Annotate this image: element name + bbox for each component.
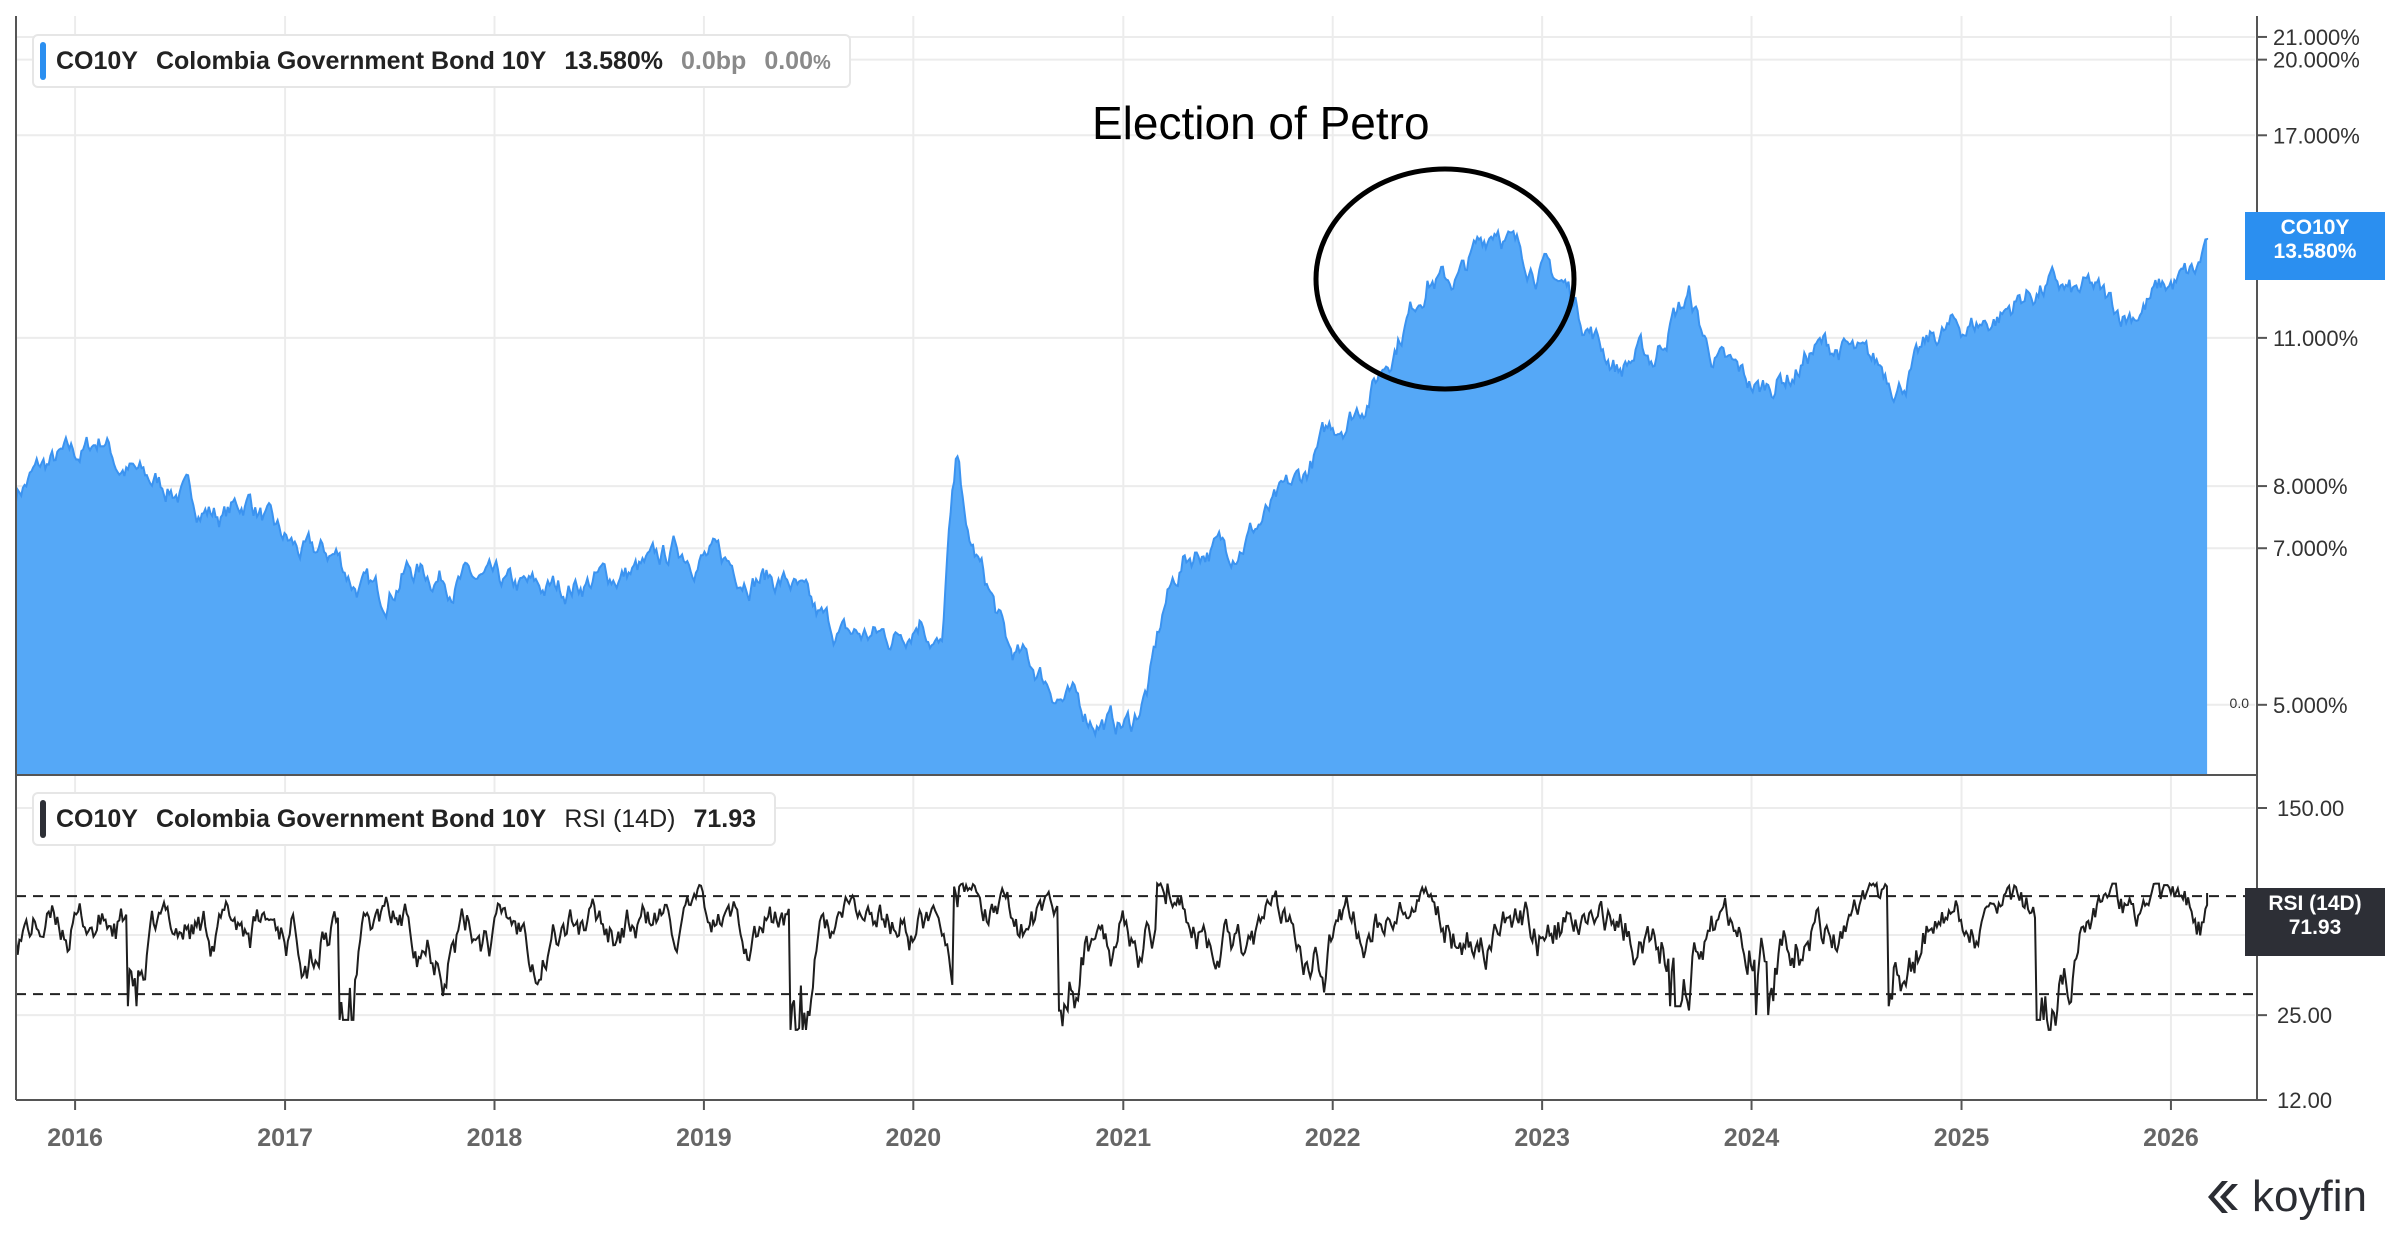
rsi-tag-value: 71.93 — [2288, 916, 2342, 939]
x-tick-label: 2018 — [467, 1124, 523, 1152]
x-tick-label: 2017 — [257, 1124, 313, 1152]
x-tick-label: 2024 — [1724, 1124, 1780, 1152]
x-tick-label: 2020 — [886, 1124, 942, 1152]
rsi-y-tick-label: 25.00 — [2277, 1003, 2332, 1028]
price-y-tick-label: 7.000% — [2273, 536, 2348, 561]
rsi-legend-indicator: RSI (14D) — [564, 804, 676, 833]
x-tick-label: 2023 — [1514, 1124, 1570, 1152]
rsi-y-tick-label: 150.00 — [2277, 796, 2344, 821]
price-y-axis: 5.000% 7.000% 8.000% 11.000% 17.000% 20.000%2… — [2230, 25, 2360, 718]
koyfin-logo-text: koyfin — [2252, 1172, 2367, 1221]
x-tick-label: 2022 — [1305, 1124, 1361, 1152]
price-y-tick-label: 21.000% — [2273, 25, 2360, 50]
rsi-legend-name: Colombia Government Bond 10Y — [155, 804, 547, 833]
election-annotation-text: Election of Petro — [1092, 97, 1430, 149]
rsi-gridlines — [16, 807, 2255, 1101]
x-tick-label: 2021 — [1095, 1124, 1151, 1152]
chart-frame — [15, 16, 2258, 1101]
rsi-tag-label: RSI (14D) — [2268, 892, 2362, 915]
price-legend-name: Colombia Government Bond 10Y — [155, 46, 547, 75]
price-y-tick-label: 5.000% — [2273, 693, 2348, 718]
price-legend-color-bar — [40, 42, 46, 80]
x-tick-label: 2025 — [1934, 1124, 1990, 1152]
price-legend-change-pct: 0.00% — [764, 46, 831, 75]
price-legend-ticker: CO10Y — [56, 46, 138, 75]
rsi-last-value-tag: RSI (14D) 71.93 — [2245, 888, 2385, 956]
zero-label: 0.0 — [2230, 695, 2250, 711]
rsi-line-series — [15, 880, 2209, 1031]
rsi-legend-ticker: CO10Y — [56, 804, 138, 833]
price-legend-value: 13.580% — [564, 46, 664, 75]
rsi-line — [15, 880, 2209, 1031]
price-last-value-tag: CO10Y 13.580% — [2245, 212, 2385, 280]
rsi-legend-value: 71.93 — [693, 804, 757, 833]
rsi-legend[interactable]: CO10Y Colombia Government Bond 10Y RSI (… — [32, 792, 777, 846]
time-x-axis: 2016 2017 2018 2019 2020 2021 2022 2023 2024 2025… — [47, 1100, 2199, 1152]
price-tag-value: 13.580% — [2273, 240, 2357, 263]
koyfin-logo-icon — [2208, 1181, 2238, 1213]
price-tag-ticker: CO10Y — [2280, 216, 2350, 239]
price-area-series — [15, 227, 2209, 775]
rsi-legend-color-bar — [40, 800, 46, 838]
price-y-tick-label: 8.000% — [2273, 474, 2348, 499]
petro-circle-annotation — [1313, 166, 1577, 392]
x-tick-label: 2016 — [47, 1124, 103, 1152]
rsi-y-tick-label: 12.00 — [2277, 1088, 2332, 1113]
price-legend-change-bp: 0.0bp — [681, 46, 747, 75]
price-y-tick-label: 17.000% — [2273, 123, 2360, 148]
price-y-tick-label: 11.000% — [2273, 326, 2358, 351]
price-area-edge — [15, 227, 2209, 739]
x-tick-label: 2019 — [676, 1124, 732, 1152]
price-legend[interactable]: CO10Y Colombia Government Bond 10Y 13.58… — [32, 34, 851, 88]
price-y-tick-label: 20.000% — [2273, 48, 2360, 73]
price-area-fill — [16, 231, 2208, 775]
x-tick-label: 2026 — [2143, 1124, 2199, 1152]
koyfin-logo[interactable]: koyfin — [2202, 1172, 2367, 1222]
